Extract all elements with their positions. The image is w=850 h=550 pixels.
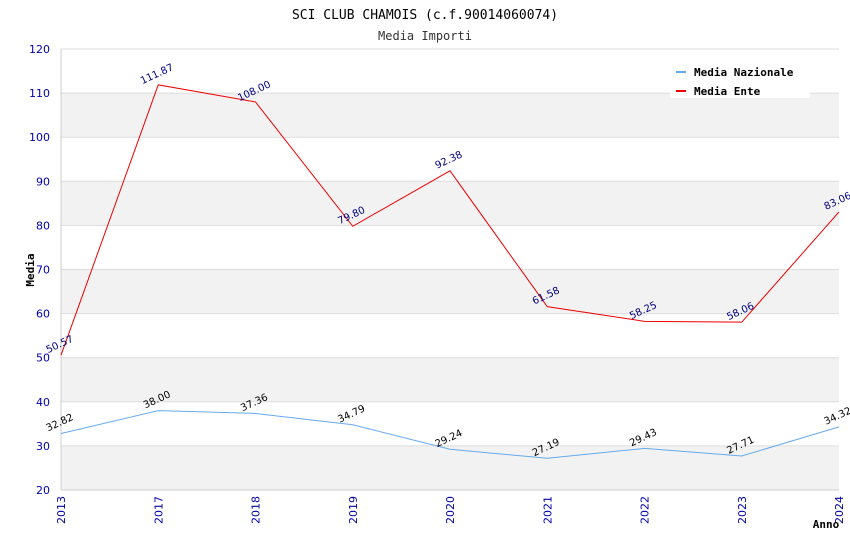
x-tick-label: 2022 (639, 496, 652, 524)
grid-band (61, 137, 839, 182)
series-line-media-nazionale (60, 410, 840, 459)
y-tick-label: 120 (29, 43, 50, 56)
x-tick-label: 2020 (444, 496, 457, 524)
legend-box (670, 60, 810, 98)
x-tick-label: 2019 (347, 496, 360, 524)
y-axis-label: Media (24, 253, 37, 286)
y-tick-label: 60 (36, 308, 50, 321)
y-tick-label: 50 (36, 352, 50, 365)
plot-area: 20 30 40 50 60 70 80 90 100 110 120 2013 2017 2018 201… (29, 43, 850, 524)
x-axis-label: Anno (813, 518, 840, 531)
y-tick-label: 40 (36, 396, 50, 409)
y-tick-label: 100 (29, 131, 50, 144)
grid-band (61, 225, 839, 270)
grid-band (61, 357, 839, 402)
grid-band (61, 93, 839, 138)
legend: Media Nazionale Media Ente (670, 60, 810, 98)
legend-item: Media Ente (694, 85, 761, 98)
x-tick-label: 2017 (152, 496, 165, 524)
y-tick-label: 30 (36, 440, 50, 453)
y-tick-label: 110 (29, 87, 50, 100)
grid-band (61, 269, 839, 314)
x-tick-label: 2021 (541, 496, 554, 524)
legend-item: Media Nazionale (694, 66, 794, 79)
grid-band (61, 313, 839, 358)
y-tick-label: 80 (36, 219, 50, 232)
y-tick-label: 20 (36, 484, 50, 497)
x-tick-label: 2023 (736, 496, 749, 524)
grid-band (61, 445, 839, 490)
x-tick-label: 2018 (250, 496, 263, 524)
x-tick-label: 2024 (833, 496, 846, 524)
y-tick-label: 70 (36, 264, 50, 277)
grid-band (61, 181, 839, 226)
x-tick-label: 2013 (55, 496, 68, 524)
grid-band (61, 401, 839, 446)
chart-subtitle: Media Importi (378, 29, 472, 43)
chart-title: SCI CLUB CHAMOIS (c.f.90014060074) (292, 8, 558, 23)
series-line-media-ente (60, 84, 840, 356)
y-tick-label: 90 (36, 175, 50, 188)
